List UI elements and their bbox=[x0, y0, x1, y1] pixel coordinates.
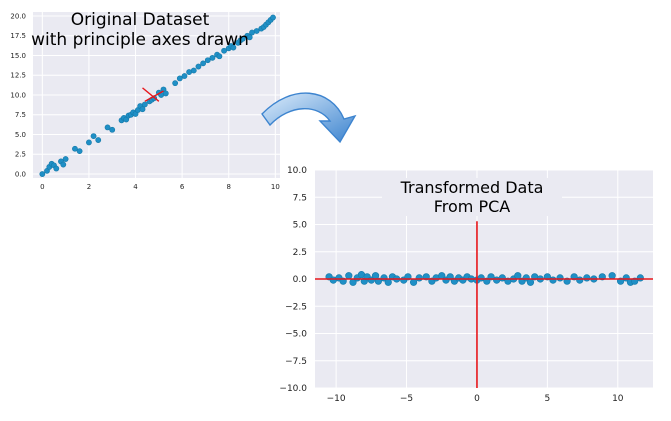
data-point bbox=[200, 60, 207, 67]
data-point bbox=[246, 34, 253, 41]
y-tick-label: 2.5 bbox=[15, 151, 26, 159]
y-tick-label: 5.0 bbox=[293, 221, 308, 231]
original-dataset-points bbox=[39, 14, 276, 177]
y-tick-label: 20.0 bbox=[10, 12, 26, 20]
y-tick-label: −2.5 bbox=[285, 302, 307, 312]
data-point bbox=[216, 53, 223, 60]
curved-arrow-icon bbox=[261, 92, 357, 144]
x-tick-label: 0 bbox=[40, 183, 44, 191]
data-point bbox=[162, 90, 169, 97]
data-point bbox=[514, 272, 522, 280]
y-tick-label: −7.5 bbox=[285, 357, 307, 367]
data-point bbox=[72, 145, 78, 152]
transformed-data-y-ticks: −10.0 −7.5 −5.0 −2.5 0.0 2.5 5.0 7.5 10.0 bbox=[279, 166, 307, 394]
y-tick-label: 0.0 bbox=[293, 275, 308, 285]
x-tick-label: 10 bbox=[271, 183, 280, 191]
y-tick-label: 2.5 bbox=[293, 248, 307, 258]
data-point bbox=[239, 35, 246, 42]
data-point bbox=[253, 28, 260, 34]
data-point bbox=[384, 278, 392, 286]
x-tick-label: −10 bbox=[327, 394, 346, 404]
data-point bbox=[39, 171, 46, 177]
data-point bbox=[60, 161, 67, 168]
transformed-data-annotation: Transformed Data From PCA bbox=[382, 178, 562, 217]
data-point bbox=[141, 101, 148, 108]
data-point bbox=[221, 47, 227, 54]
y-tick-label: 7.5 bbox=[293, 193, 307, 203]
y-tick-label: −10.0 bbox=[279, 384, 307, 394]
data-point bbox=[190, 67, 197, 74]
data-point bbox=[181, 73, 188, 79]
x-tick-label: 5 bbox=[545, 394, 551, 404]
y-tick-label: 5.0 bbox=[15, 131, 26, 139]
data-point bbox=[195, 63, 202, 70]
transformed-data-annotation-line-1: Transformed Data bbox=[400, 178, 544, 197]
data-point bbox=[95, 137, 102, 143]
data-point bbox=[270, 14, 276, 21]
data-point bbox=[90, 133, 97, 140]
data-point bbox=[345, 272, 353, 280]
x-tick-label: 2 bbox=[87, 183, 91, 191]
data-point bbox=[176, 75, 183, 82]
data-point bbox=[415, 274, 423, 282]
principal-axis-line-0 bbox=[142, 87, 160, 102]
data-point bbox=[608, 272, 616, 280]
data-point bbox=[204, 57, 211, 64]
data-point bbox=[636, 274, 644, 282]
data-point bbox=[209, 54, 216, 61]
data-point bbox=[576, 276, 584, 284]
x-tick-label: −5 bbox=[400, 394, 413, 404]
y-tick-label: 15.0 bbox=[10, 52, 26, 60]
original-dataset-annotation-line-2: with principle axes drawn bbox=[31, 30, 249, 51]
data-point bbox=[53, 165, 60, 172]
y-tick-label: 17.5 bbox=[10, 32, 26, 40]
data-point bbox=[409, 278, 418, 286]
y-tick-label: −5.0 bbox=[285, 330, 307, 340]
transformed-data-x-ticks: −10 −5 0 5 10 bbox=[327, 394, 624, 404]
x-tick-label: 10 bbox=[612, 394, 624, 404]
x-tick-label: 0 bbox=[474, 394, 480, 404]
transformed-data-annotation-line-2: From PCA bbox=[433, 197, 511, 217]
data-point bbox=[62, 156, 69, 162]
principal-axis-line-1 bbox=[144, 90, 164, 102]
data-point bbox=[526, 278, 535, 286]
y-tick-label: 12.5 bbox=[10, 72, 26, 80]
original-dataset-chart: 0 2 4 6 8 10 0.0 2.5 5.0 7.5 10.0 12.5 15.0 17.5 20.0 bbox=[10, 12, 280, 191]
y-tick-label: 7.5 bbox=[15, 111, 26, 119]
data-point bbox=[139, 106, 146, 113]
y-tick-label: 10.0 bbox=[10, 91, 26, 99]
y-tick-label: 10.0 bbox=[287, 166, 307, 176]
data-point bbox=[172, 80, 179, 87]
data-point bbox=[109, 126, 116, 133]
data-point bbox=[549, 276, 557, 284]
data-point bbox=[583, 274, 591, 282]
data-point bbox=[76, 148, 83, 155]
data-point bbox=[104, 124, 111, 131]
x-tick-label: 4 bbox=[133, 183, 138, 191]
data-point bbox=[556, 274, 564, 282]
original-dataset-x-ticks: 0 2 4 6 8 10 bbox=[40, 183, 280, 191]
data-point bbox=[230, 44, 237, 51]
original-dataset-y-ticks: 0.0 2.5 5.0 7.5 10.0 12.5 15.0 17.5 20.0 bbox=[10, 12, 26, 178]
x-tick-label: 8 bbox=[227, 183, 231, 191]
original-dataset-annotation: Original Dataset with principle axes dra… bbox=[24, 10, 256, 51]
data-point bbox=[86, 139, 92, 146]
transformed-data-reference-lines bbox=[315, 221, 653, 388]
original-dataset-annotation-line-1: Original Dataset bbox=[70, 10, 210, 30]
x-tick-label: 6 bbox=[180, 183, 185, 191]
original-dataset-principal-axes bbox=[142, 87, 164, 102]
y-tick-label: 0.0 bbox=[15, 170, 26, 178]
